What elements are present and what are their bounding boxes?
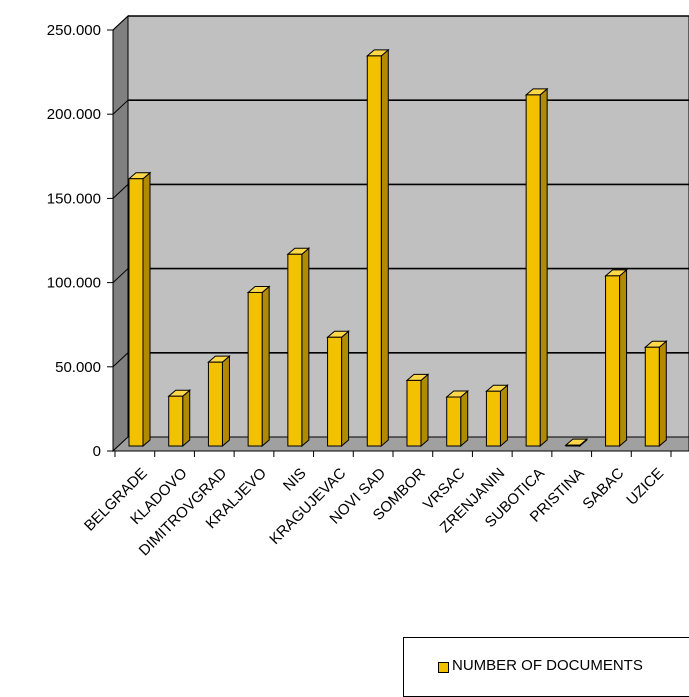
bar — [127, 171, 152, 448]
bar-side — [658, 340, 667, 448]
bar-front — [565, 444, 581, 447]
bar — [365, 48, 390, 448]
y-tick-label: 250.000 — [47, 22, 101, 39]
bar — [445, 389, 470, 448]
gridline-side — [112, 99, 129, 115]
bar — [643, 340, 668, 448]
legend: NUMBER OF DOCUMENTS — [403, 637, 689, 697]
bar-front — [406, 379, 422, 447]
bar-front — [605, 275, 621, 447]
bar-front — [207, 361, 223, 447]
bar-side — [619, 268, 628, 448]
bar-side — [341, 330, 350, 448]
y-tick-label: 0 — [93, 443, 101, 460]
gridline-side — [112, 15, 129, 31]
x-tick-label: SABAC — [579, 465, 627, 513]
chart-3d-wall — [111, 14, 689, 453]
bar-side — [420, 373, 429, 448]
bar-side — [261, 285, 270, 448]
bar-front — [644, 346, 660, 447]
bar-side — [380, 48, 389, 448]
bar-front — [128, 178, 144, 447]
y-tick-label: 50.000 — [55, 359, 101, 376]
x-tick-label: UZICE — [623, 465, 667, 509]
bar — [564, 438, 589, 448]
bar-front — [446, 396, 462, 447]
gridlines — [112, 15, 689, 368]
bar — [405, 373, 430, 448]
bar-series — [127, 48, 668, 448]
y-axis-ticks: 0 50.000 100.000 150.000 200.000 250.000 — [47, 22, 113, 460]
bar-front — [525, 94, 541, 447]
bar — [167, 389, 192, 448]
bar — [485, 384, 509, 448]
bar-front — [366, 55, 382, 447]
bar-side — [221, 355, 230, 448]
plot-floor — [111, 436, 689, 452]
y-tick-label: 100.000 — [47, 275, 101, 292]
bar-side — [182, 389, 191, 448]
bar-side — [460, 389, 469, 448]
legend-label: NUMBER OF DOCUMENTS — [452, 657, 643, 674]
gridline-side — [112, 352, 129, 368]
gridline-side — [112, 184, 129, 199]
bar — [604, 268, 628, 448]
bar-front — [168, 395, 184, 447]
bar-side — [499, 384, 508, 448]
x-tick-label: NIS — [280, 465, 310, 495]
bar — [207, 355, 231, 448]
bar-front — [485, 390, 501, 447]
y-tick-label: 200.000 — [47, 106, 101, 123]
bar-front — [287, 253, 303, 447]
bar — [286, 247, 311, 448]
bar-side — [142, 171, 151, 448]
y-tick-label: 150.000 — [47, 190, 101, 207]
axes — [112, 30, 689, 452]
bar-side — [539, 87, 548, 448]
bar — [524, 87, 549, 448]
bar-side — [301, 247, 310, 448]
bar — [326, 330, 350, 448]
gridline-side — [112, 268, 129, 283]
legend-swatch — [438, 662, 449, 673]
bar — [246, 285, 271, 448]
plot-side-wall — [112, 14, 129, 453]
bar-front — [247, 291, 263, 447]
bar-front — [327, 336, 343, 447]
